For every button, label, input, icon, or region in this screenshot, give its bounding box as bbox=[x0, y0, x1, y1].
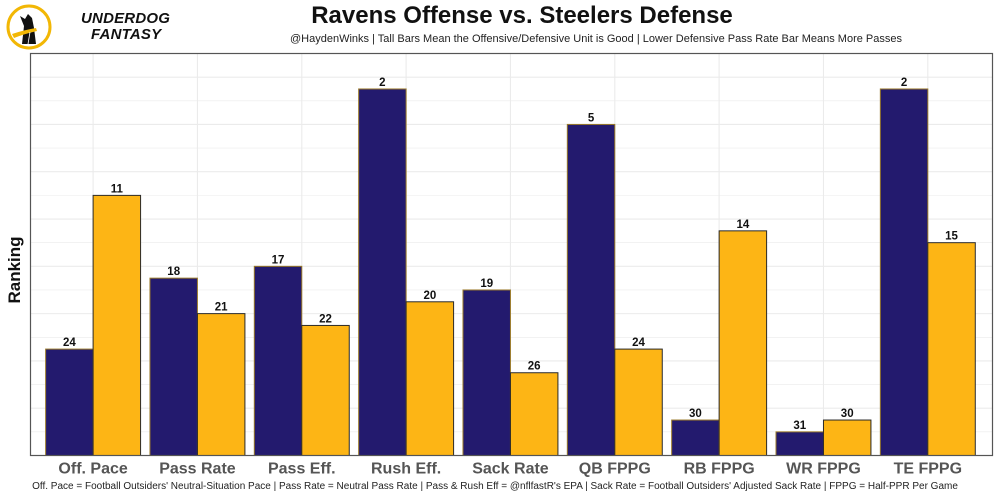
bar-offense bbox=[462, 289, 511, 456]
x-tick-label: Pass Rate bbox=[159, 461, 236, 478]
bar-offense bbox=[45, 348, 94, 456]
x-tick-label: Sack Rate bbox=[472, 461, 549, 478]
bar-offense bbox=[775, 431, 824, 456]
logo-wordmark: UNDERDOG FANTASY bbox=[81, 11, 170, 43]
data-label-defense: 20 bbox=[423, 290, 436, 302]
chart-title: Ravens Offense vs. Steelers Defense bbox=[311, 2, 733, 29]
data-label-defense: 22 bbox=[319, 313, 332, 325]
data-label-offense: 2 bbox=[901, 77, 907, 89]
bar-offense bbox=[358, 88, 407, 457]
data-label-offense: 31 bbox=[793, 420, 806, 432]
data-label-defense: 24 bbox=[632, 337, 645, 349]
x-tick-label: RB FPPG bbox=[684, 461, 755, 478]
bar-defense bbox=[405, 301, 455, 457]
data-label-defense: 26 bbox=[528, 361, 541, 373]
bar-defense bbox=[822, 419, 872, 457]
x-tick-label: WR FPPG bbox=[786, 461, 861, 478]
data-label-offense: 5 bbox=[588, 112, 595, 124]
bar-offense bbox=[149, 277, 198, 456]
bar-offense bbox=[253, 265, 303, 456]
data-label-defense: 14 bbox=[736, 219, 749, 231]
data-label-defense: 21 bbox=[215, 302, 228, 314]
y-axis-label: Ranking bbox=[5, 236, 24, 303]
logo: UNDERDOG FANTASY bbox=[6, 4, 206, 50]
bar-defense bbox=[927, 242, 976, 456]
data-label-defense: 15 bbox=[945, 231, 958, 243]
bar-offense bbox=[879, 88, 929, 457]
underdog-dog-icon bbox=[6, 4, 52, 50]
bar-offense bbox=[566, 123, 616, 457]
data-label-offense: 17 bbox=[272, 254, 285, 266]
data-label-offense: 24 bbox=[63, 337, 76, 349]
x-tick-label: Rush Eff. bbox=[371, 461, 441, 478]
data-label-offense: 19 bbox=[480, 278, 493, 290]
bar-offense bbox=[671, 419, 720, 457]
bar-defense bbox=[614, 348, 663, 456]
bar-defense bbox=[196, 313, 246, 456]
chart-footnote: Off. Pace = Football Outsiders' Neutral-… bbox=[32, 481, 958, 492]
data-label-offense: 18 bbox=[167, 266, 180, 278]
chart-subtitle: @HaydenWinks | Tall Bars Mean the Offens… bbox=[290, 33, 902, 45]
x-tick-labels: Off. Pace Pass Rate Pass Eff. Rush Eff. Sack… bbox=[58, 461, 962, 478]
logo-line-1: UNDERDOG bbox=[81, 10, 171, 27]
data-label-defense: 30 bbox=[841, 408, 854, 420]
bars bbox=[45, 88, 976, 457]
x-tick-label: QB FPPG bbox=[579, 461, 651, 478]
bar-defense bbox=[509, 372, 559, 456]
x-tick-label: Pass Eff. bbox=[268, 461, 336, 478]
bar-defense bbox=[301, 324, 350, 456]
data-label-defense: 11 bbox=[111, 183, 124, 195]
bar-defense bbox=[718, 230, 768, 456]
x-tick-label: Off. Pace bbox=[58, 461, 127, 478]
x-tick-label: TE FPPG bbox=[894, 461, 962, 478]
data-label-offense: 30 bbox=[689, 408, 702, 420]
plot-border bbox=[29, 52, 994, 457]
data-label-offense: 2 bbox=[379, 77, 385, 89]
logo-line-2: FANTASY bbox=[91, 26, 162, 43]
bar-defense bbox=[92, 194, 142, 456]
